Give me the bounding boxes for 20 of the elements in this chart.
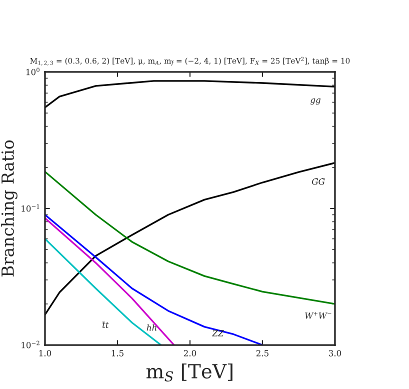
x-tick-label: 2.0 [184, 350, 196, 356]
line-series [44, 217, 175, 346]
series-label: hh [146, 324, 156, 331]
x-axis-title: m$_{S}$ [TeV] [146, 364, 232, 382]
series-label: gg [310, 98, 321, 105]
series-label: G̃G̃ [312, 178, 325, 185]
line-series [44, 214, 264, 346]
y-tick-label: 10$^{−1}$ [22, 204, 40, 212]
y-tick-label: 10$^{−2}$ [22, 340, 40, 348]
x-tick-label: 2.5 [256, 350, 268, 356]
line-series [44, 80, 335, 108]
x-tick-label: 1.0 [39, 350, 52, 356]
y-tick-label: 10$^{0}$ [26, 68, 40, 76]
x-tick-label: 1.5 [112, 350, 124, 356]
x-tick-label: 3.0 [328, 350, 342, 356]
series-label: W$^{+}$W$^{−}$ [305, 312, 332, 319]
series-label: ZZ [212, 330, 224, 336]
line-series [44, 238, 162, 346]
y-axis-title: Branching Ratio [1, 140, 18, 277]
series-label: t̄t [102, 322, 109, 328]
